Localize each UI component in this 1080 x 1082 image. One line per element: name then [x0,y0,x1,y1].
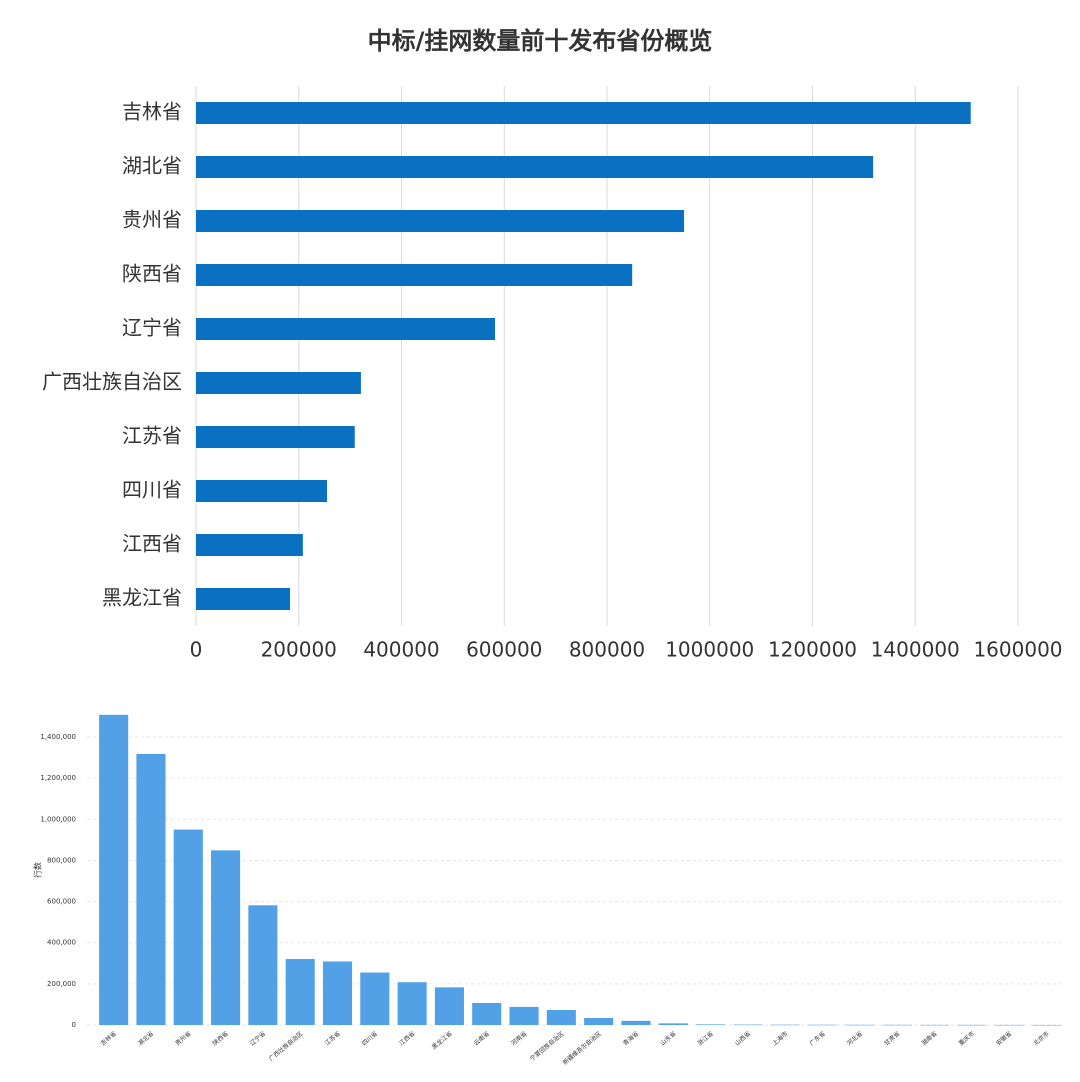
y-tick-label: 湖北省 [122,154,182,178]
bar [211,850,241,1025]
bar [285,958,315,1025]
x-tick-label: 1200000 [768,638,857,662]
bar [196,102,971,124]
y-tick-label: 辽宁省 [122,316,182,340]
x-tick-label: 湖北省 [136,1030,155,1048]
x-tick-label: 200000 [261,638,337,662]
y-tick-label: 陕西省 [122,262,182,286]
x-tick-label: 1400000 [871,638,960,662]
x-tick-label: 宁夏回族自治区 [528,1030,565,1063]
y-axis-label: 行数 [33,862,43,878]
bar [196,426,355,448]
bar [196,318,496,340]
bar [807,1024,838,1026]
x-tick-label: 0 [190,638,203,662]
bar [360,972,390,1025]
x-tick-label: 江苏省 [323,1030,342,1048]
bar [919,1024,949,1026]
x-tick-label: 陕西省 [211,1030,230,1048]
x-tick-label: 云南省 [472,1030,491,1048]
y-tick-label: 200,000 [47,980,76,988]
x-tick-label: 上海市 [770,1030,789,1048]
x-tick-label: 青海省 [621,1030,640,1048]
bar [957,1024,987,1026]
bar [584,1018,614,1025]
bar [196,372,361,394]
chart-title: 中标/挂网数量前十发布省份概览 [368,27,713,55]
x-tick-label: 新疆维吾尔自治区 [561,1030,603,1067]
y-tick-label: 江西省 [122,532,182,556]
y-tick-label: 贵州省 [122,208,182,232]
bar [621,1020,651,1025]
y-tick-label: 吉林省 [122,100,182,124]
x-tick-label: 四川省 [360,1030,379,1048]
x-tick-label: 1600000 [973,638,1062,662]
bar [696,1024,726,1025]
bar [472,1002,502,1025]
bar [196,264,633,286]
x-tick-label: 1000000 [665,638,754,662]
y-tick-label: 广西壮族自治区 [42,370,182,394]
bar [196,534,303,556]
bar [196,156,874,178]
x-tick-label: 400000 [363,638,439,662]
x-tick-label: 河北省 [845,1030,864,1048]
x-tick-label: 安徽省 [994,1030,1013,1048]
bar [994,1024,1024,1026]
bar [196,480,328,502]
bar [658,1023,688,1025]
y-tick-label: 600,000 [47,898,76,906]
bar [1031,1024,1061,1026]
bar [733,1024,763,1026]
x-tick-label: 山东省 [659,1030,678,1048]
x-tick-label: 黑龙江省 [430,1030,454,1052]
y-tick-label: 1,400,000 [40,733,76,741]
x-tick-label: 甘肃省 [882,1030,901,1048]
bar [509,1006,539,1025]
bar [845,1024,875,1026]
x-tick-label: 浙江省 [696,1030,715,1048]
y-tick-label: 四川省 [122,478,182,502]
bar [322,961,353,1025]
x-tick-label: 北京市 [1032,1030,1051,1048]
x-tick-label: 吉林省 [99,1030,118,1048]
bar [136,753,166,1025]
x-tick-label: 湖南省 [920,1030,939,1048]
bar [196,588,291,610]
bar [770,1024,800,1026]
bar [434,987,464,1025]
x-tick-label: 广东省 [808,1030,827,1048]
y-tick-label: 1,200,000 [40,774,76,782]
x-tick-label: 河南省 [509,1030,528,1048]
y-tick-label: 0 [72,1021,76,1029]
x-tick-label: 600000 [466,638,542,662]
y-tick-label: 黑龙江省 [102,586,182,610]
x-tick-label: 辽宁省 [248,1030,267,1048]
bar [546,1009,576,1025]
x-tick-label: 贵州省 [174,1030,193,1048]
x-tick-label: 山西省 [733,1030,752,1048]
bar [397,982,427,1025]
bar [882,1024,912,1026]
x-tick-label: 广西壮族自治区 [267,1030,304,1063]
x-tick-label: 重庆市 [957,1030,976,1048]
bar [196,210,685,232]
y-tick-label: 800,000 [47,856,76,864]
bar [248,905,278,1025]
bar [99,714,129,1025]
bar [173,829,203,1025]
y-tick-label: 1,000,000 [40,815,76,823]
x-tick-label: 江西省 [397,1030,416,1048]
y-tick-label: 江苏省 [122,424,182,448]
y-tick-label: 400,000 [47,939,76,947]
x-tick-label: 800000 [569,638,645,662]
